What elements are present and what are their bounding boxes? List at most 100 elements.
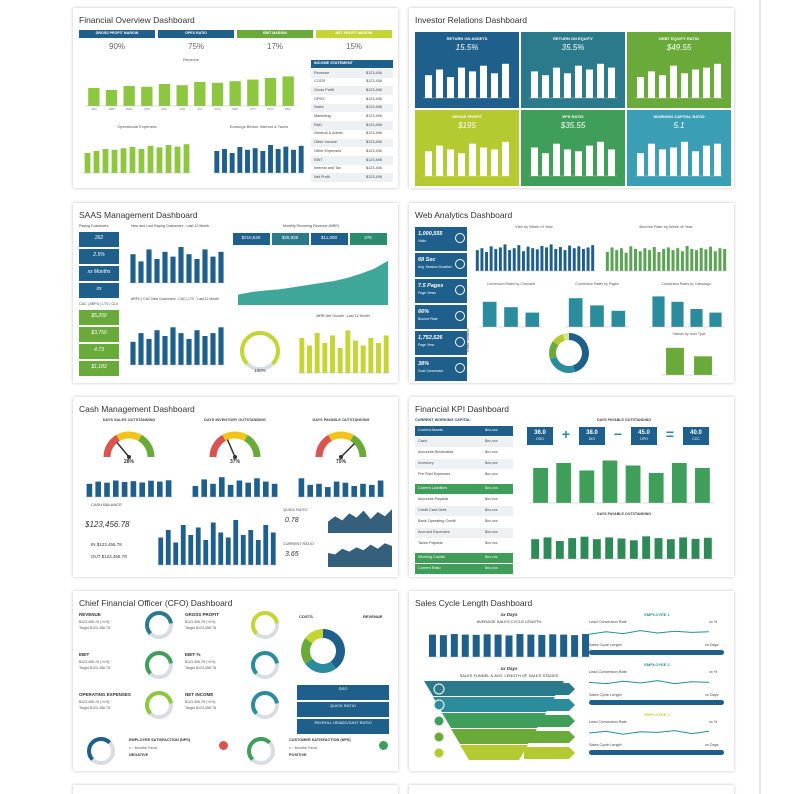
dashboard-card[interactable] xyxy=(409,785,734,794)
metric-target: Target $123,456.78 xyxy=(79,626,110,630)
table-row: Cash $xx,xxx xyxy=(415,437,513,447)
month-label: SEP xyxy=(232,107,239,111)
bar xyxy=(592,539,601,559)
cycle-label: Sales Cycle Length xyxy=(589,643,622,647)
bar xyxy=(218,327,224,365)
metric-value: $123,456.78 (+x%) xyxy=(185,700,216,704)
donut-segment xyxy=(569,333,589,373)
donut-segment xyxy=(301,638,313,664)
bar xyxy=(240,535,246,565)
bar xyxy=(263,525,269,565)
bar xyxy=(540,245,544,271)
gauge-title: DAYS INVENTORY OUTSTANDING xyxy=(204,418,266,422)
card-title: Financial KPI Dashboard xyxy=(415,404,510,414)
table-row: Taxes Payable $xx,xxx xyxy=(415,539,513,549)
mini-chart xyxy=(209,431,261,459)
row-label: Current Ratio xyxy=(418,566,441,570)
row-value: $123,456 xyxy=(366,114,382,118)
gauge-value: 75% xyxy=(335,459,347,465)
bar xyxy=(590,305,604,327)
mini-chart xyxy=(247,737,275,765)
row-label: Credit Card Debt xyxy=(418,508,447,512)
kpi-label: Bounce Rate xyxy=(418,317,438,321)
dashboard-card[interactable]: Chief Financial Officer (CFO) Dashboard R… xyxy=(73,591,398,771)
bar xyxy=(247,79,259,106)
employee-name: EMPLOYEE 1 xyxy=(644,612,670,617)
dashboard-card[interactable]: SAAS Management Dashboard Paying Customer… xyxy=(73,203,398,383)
month-label: JUN xyxy=(179,107,186,111)
bar xyxy=(574,65,583,98)
kpi-value: $25,926 xyxy=(281,235,299,240)
row-value: $123,456 xyxy=(366,122,382,127)
bar xyxy=(572,248,576,271)
bar xyxy=(657,252,661,271)
bar xyxy=(690,309,703,327)
bar xyxy=(229,153,235,173)
donut-segment xyxy=(323,629,345,669)
bar xyxy=(271,483,278,497)
bar xyxy=(494,634,502,657)
bar xyxy=(156,481,163,497)
bar xyxy=(552,67,561,98)
bar xyxy=(129,147,136,173)
dashboard-card[interactable]: Sales Cycle Length Dashboard xx Days AVERA… xyxy=(409,591,734,771)
scroll-rail xyxy=(759,0,761,794)
row-label: OPEX xyxy=(314,96,325,101)
bar xyxy=(694,356,712,375)
bar xyxy=(112,480,119,497)
bar xyxy=(236,480,243,497)
bar xyxy=(581,248,585,271)
bar xyxy=(666,347,684,375)
bar xyxy=(485,252,489,271)
bar xyxy=(709,312,722,327)
statement-header: INCOME STATEMENT xyxy=(311,60,393,68)
bar xyxy=(503,244,507,271)
mini-chart xyxy=(85,480,173,498)
tile-value: $49.55 xyxy=(666,43,692,52)
bar xyxy=(178,247,184,283)
card-title: Investor Relations Dashboard xyxy=(415,15,527,25)
kpi-tile: $1,183 xyxy=(79,361,119,376)
mini-chart xyxy=(649,296,725,328)
kpi-tile: 2.5% xyxy=(79,249,119,264)
dashboard-card[interactable] xyxy=(73,785,398,794)
mini-chart xyxy=(423,63,511,99)
bar xyxy=(531,248,535,271)
card-title: SAAS Management Dashboard xyxy=(79,210,198,220)
bar xyxy=(194,259,200,283)
dashboard-card[interactable]: Web Analytics Dashboard 1,000,555 Visits 68… xyxy=(409,203,734,383)
row-value: $123,456 xyxy=(366,79,382,84)
mini-chart xyxy=(191,477,279,498)
ccc-box: 40.0 CCC xyxy=(683,427,709,445)
bar xyxy=(580,536,589,559)
kpi-tile: $11,000 xyxy=(311,233,348,245)
ratio-label: CURRENT RATIO xyxy=(283,542,314,546)
table-row: Accounts Receivable $xx,xxx xyxy=(415,448,513,458)
bar xyxy=(439,635,447,657)
bar xyxy=(186,338,192,365)
dashboard-card[interactable]: Investor Relations Dashboard RETURN ON AS… xyxy=(409,8,734,188)
bar xyxy=(146,338,152,365)
table-row: Current Assets $xx,xxx xyxy=(415,426,513,436)
kpi-value: $3,750 xyxy=(91,330,107,336)
tile-value: $195 xyxy=(458,121,476,130)
bar xyxy=(490,73,499,98)
kpi-tile: $3,750 xyxy=(79,327,119,342)
kpi-tile: $25,926 xyxy=(272,233,309,245)
employee-name: EMPLOYEE 2 xyxy=(644,662,670,667)
bar xyxy=(218,477,225,497)
kpi-label: Visits xyxy=(418,239,427,243)
chart-title: Visitors by User Type xyxy=(672,332,706,336)
area xyxy=(238,260,388,305)
bar xyxy=(702,145,711,176)
bar xyxy=(579,470,595,503)
mini-chart xyxy=(129,247,225,284)
tile-value: 35.5% xyxy=(561,43,585,52)
ccc-box: 45.0 DPO xyxy=(631,427,657,445)
bar xyxy=(183,144,190,173)
dashboard-card[interactable]: Financial Overview Dashboard GROSS PROFIT… xyxy=(73,8,398,188)
donut-segment xyxy=(552,333,565,346)
dashboard-card[interactable]: Financial KPI Dashboard CURRENT WORKING C… xyxy=(409,397,734,577)
dashboard-card[interactable]: Cash Management Dashboard DAYS SALES OUTS… xyxy=(73,397,398,577)
nps-icon xyxy=(219,741,228,750)
